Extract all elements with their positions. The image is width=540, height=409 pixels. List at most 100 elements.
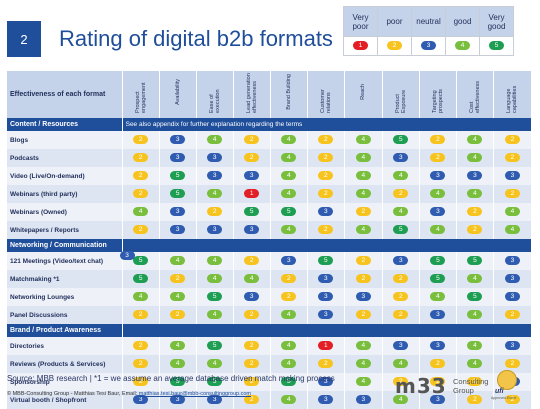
footer-email-link[interactable]: matthias.tesi.baur@mbb-consultinggroup.c… — [138, 391, 252, 397]
rating-cell: 3 — [344, 391, 383, 409]
rating-cell: 4 — [196, 131, 234, 149]
rating-cell: 2 — [233, 373, 271, 391]
rating-dot: 2 — [133, 225, 149, 235]
rating-cell: 4 — [456, 131, 494, 149]
table-row: Reviews (Products & Services) 2 4 4 2 4 2 4 4 2 4 2 — [7, 355, 533, 373]
rating-cell: 5 — [270, 203, 308, 221]
rating-dot: 4 — [393, 207, 409, 217]
rating-cell: 4 — [344, 167, 383, 185]
rating-cell: 5 — [382, 221, 420, 239]
rating-cell: 2 — [122, 355, 160, 373]
rating-dot: 3 — [355, 395, 371, 405]
rating-cell: 3 — [307, 203, 345, 221]
rating-dot: 3 — [467, 171, 483, 181]
ufi-name: ufi — [495, 388, 504, 395]
rating-dot: 4 — [281, 395, 297, 405]
rating-cell: 2 — [344, 252, 383, 270]
column-header-label: Language capabilities — [506, 85, 519, 113]
rating-cell: 2 — [122, 131, 160, 149]
rating-cell: 2 — [122, 167, 160, 185]
rating-dot: 2 — [393, 274, 409, 284]
rating-dot: 2 — [170, 310, 186, 320]
rating-dot: 4 — [467, 153, 483, 163]
rating-dot: 5 — [393, 135, 409, 145]
rating-cell: 4 — [159, 252, 197, 270]
rating-cell: 2 — [382, 185, 420, 203]
rating-cell: 2 — [493, 131, 533, 149]
rating-dot: 2 — [504, 310, 520, 320]
table-row: Whitepapers / Reports 2 3 3 3 4 2 4 5 4 2 4 — [7, 221, 533, 239]
row-label: Networking Lounges — [7, 288, 123, 306]
rating-cell: 4 — [270, 391, 308, 409]
rating-cell: 2 — [382, 373, 420, 391]
rating-cell: 2 — [270, 288, 308, 306]
rating-dot-extra: 3 — [119, 251, 135, 260]
column-header: Ease of execution — [196, 71, 234, 118]
rating-cell: 2 — [122, 149, 160, 167]
rating-dot: 4 — [133, 207, 149, 217]
rating-cell: 4 — [270, 167, 308, 185]
rating-dot: 3 — [318, 395, 334, 405]
footer-text: © MBB-Consulting Group - Matthias Tesi B… — [7, 391, 139, 397]
rating-dot: 2 — [467, 207, 483, 217]
legend-label-5: Very good — [479, 6, 514, 37]
ufi-globe-icon — [497, 370, 517, 390]
rating-dot: 5 — [133, 274, 149, 284]
rating-dot: 4 — [281, 189, 297, 199]
row-label: Podcasts — [7, 149, 123, 167]
rating-dot: 2 — [244, 153, 260, 163]
rating-dot: 3 — [170, 207, 186, 217]
rating-cell: 2 — [419, 355, 457, 373]
rating-cell: 2 — [344, 270, 383, 288]
rating-dot: 4 — [430, 189, 446, 199]
column-header-label: Brand Building — [285, 74, 292, 110]
rating-dot: 4 — [281, 359, 297, 369]
rating-cell: 4 — [196, 306, 234, 324]
rating-cell: 3 — [493, 288, 533, 306]
rating-cell: 2 — [307, 221, 345, 239]
column-header-label: Prospect engagement — [134, 82, 147, 113]
section-note-cell: See also appendix for further explanatio… — [122, 118, 533, 131]
rating-cell: 2 — [233, 337, 271, 355]
rating-cell: 2 — [233, 149, 271, 167]
section-note: See also appendix for further explanatio… — [125, 121, 303, 128]
rating-dot: 4 — [393, 359, 409, 369]
column-header-label: Reach — [360, 84, 367, 100]
rating-dot: 3 — [430, 341, 446, 351]
rating-cell: 4 — [344, 373, 383, 391]
rating-dot: 4 — [244, 274, 260, 284]
rating-dot: 2 — [244, 341, 260, 351]
rating-cell: 3 — [456, 167, 494, 185]
rating-dot: 3 — [430, 395, 446, 405]
rating-cell: 2 — [307, 167, 345, 185]
rating-dot: 3 — [318, 377, 334, 387]
rating-cell: 4 — [382, 355, 420, 373]
rating-cell: 3 — [493, 270, 533, 288]
rating-dot: 3 — [318, 274, 334, 284]
rating-dot: 2 — [430, 359, 446, 369]
rating-cell: 5 — [307, 252, 345, 270]
rating-dot: 3 — [170, 395, 186, 405]
section-row: Content / Resources See also appendix for… — [7, 118, 533, 131]
rating-cell: 3 — [382, 252, 420, 270]
legend-label-4: good — [445, 6, 480, 37]
rating-cell: 3 — [233, 167, 271, 185]
rating-cell: 5 — [382, 131, 420, 149]
rating-dot: 2 — [393, 189, 409, 199]
rating-dot: 2 — [133, 135, 149, 145]
legend-dot-1: 1 — [353, 41, 368, 51]
rating-cell: 5 — [419, 252, 457, 270]
rating-dot: 4 — [207, 135, 223, 145]
rating-dot: 4 — [170, 292, 186, 302]
rating-cell: 4 — [122, 288, 160, 306]
rating-dot: 2 — [244, 256, 260, 266]
rating-cell: 5 — [233, 203, 271, 221]
row-label: Directories — [7, 337, 123, 355]
rating-dot: 3 — [430, 207, 446, 217]
rating-cell: 2 — [307, 131, 345, 149]
rating-cell: 4 — [344, 337, 383, 355]
rating-cell: 2 — [122, 221, 160, 239]
legend-dot-4: 4 — [455, 41, 470, 51]
rating-dot: 5 — [170, 171, 186, 181]
column-header-label: Availability — [174, 79, 181, 105]
